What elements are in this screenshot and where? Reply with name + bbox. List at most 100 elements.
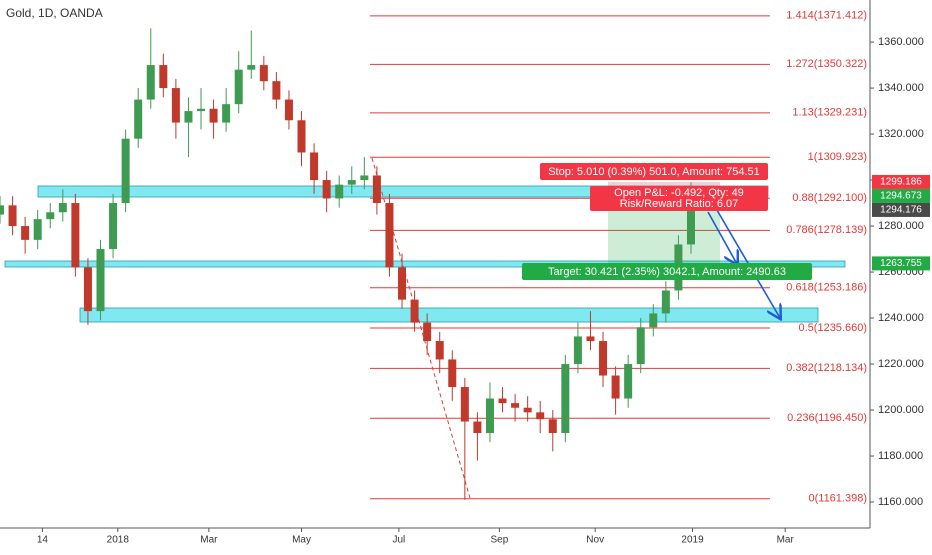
fib-label: 0.382(1218.134)	[786, 362, 867, 374]
candle-body	[109, 203, 118, 250]
candle-body	[599, 341, 608, 376]
candle-body	[460, 387, 469, 422]
fib-label: 1(1309.923)	[808, 151, 867, 163]
zone	[4, 260, 846, 268]
candle-body	[259, 65, 268, 82]
annotation: Stop: 5.010 (0.39%) 501.0, Amount: 754.5…	[548, 166, 760, 178]
candle-body	[661, 290, 670, 314]
overlay: Stop: 5.010 (0.39%) 501.0, Amount: 754.5…	[522, 163, 812, 318]
y-tick-label: 1320.000	[878, 128, 924, 140]
candle-body	[385, 203, 394, 268]
candle-body	[423, 322, 432, 342]
candle-body	[523, 407, 532, 413]
candle-body	[548, 419, 557, 434]
candle-body	[398, 267, 407, 300]
candle-body	[310, 152, 319, 181]
fib-label: 0.236(1196.450)	[787, 412, 867, 424]
candle-body	[347, 180, 356, 185]
candle-body	[536, 412, 545, 420]
candle-body	[171, 88, 180, 123]
candle-body	[586, 336, 595, 342]
candle-body	[473, 421, 482, 434]
candle-body	[222, 104, 231, 123]
x-tick-label: 14	[37, 535, 49, 546]
annotation: Risk/Reward Ratio: 6.07	[620, 198, 739, 210]
price-tag-label: 1299.186	[880, 177, 922, 188]
price-tag	[872, 188, 930, 203]
candle-body	[184, 111, 193, 123]
candle-body	[360, 175, 369, 181]
candle-body	[58, 203, 67, 213]
annotation: Open P&L: -0.492, Qty: 49	[614, 187, 744, 199]
price-tag	[872, 174, 930, 189]
candle-body	[624, 364, 633, 399]
y-tick-label: 1280.000	[878, 220, 924, 232]
candle-body	[8, 205, 17, 227]
fib-label: 1.414(1371.412)	[786, 10, 867, 22]
candle-body	[33, 219, 42, 240]
time-axis-panel	[0, 528, 932, 550]
x-tick-label: Mar	[200, 535, 218, 546]
fib-label: 0.618(1253.186)	[786, 282, 867, 294]
candle-body	[573, 336, 582, 365]
candle-body	[247, 65, 256, 70]
candle-body	[234, 69, 243, 105]
x-tick-label: Mar	[777, 535, 795, 546]
candle-body	[498, 398, 507, 404]
price-tag-label: 1294.673	[880, 191, 922, 202]
annotation-box	[522, 263, 812, 280]
candle-body	[410, 299, 419, 323]
y-tick-label: 1220.000	[878, 358, 924, 370]
candle-body	[46, 212, 55, 220]
y-tick-label: 1360.000	[878, 36, 924, 48]
zone	[79, 307, 819, 323]
price-axis-panel	[870, 0, 932, 550]
candle-body	[134, 99, 143, 139]
price-tag	[872, 256, 930, 271]
candle-body	[686, 193, 695, 245]
price-tag	[872, 202, 930, 217]
candle-body	[485, 398, 494, 434]
candle-body	[197, 108, 206, 112]
price-tag-label: 1263.755	[880, 258, 922, 269]
candle-body	[21, 226, 30, 240]
candle-body	[448, 359, 457, 388]
fib-label: 0(1161.398)	[808, 493, 867, 505]
annotation: Target: 30.421 (2.35%) 3042.1, Amount: 2…	[548, 266, 786, 278]
annotation-box	[540, 163, 768, 180]
candle-body	[511, 403, 520, 408]
candle-body	[272, 81, 281, 100]
candle-body	[209, 108, 218, 123]
x-tick-label: Nov	[586, 535, 604, 546]
candle-body	[71, 203, 80, 268]
candle-body	[611, 375, 620, 399]
candle-body	[146, 65, 155, 100]
fib-label: 1.272(1350.322)	[786, 58, 867, 70]
x-tick-label: 2018	[107, 535, 130, 546]
candle-body	[121, 138, 130, 204]
x-tick-label: Sep	[490, 535, 508, 546]
candle-body	[297, 120, 306, 153]
candle-body	[0, 205, 4, 215]
chart-title: Gold, 1D, OANDA	[6, 6, 103, 20]
y-tick-label: 1200.000	[878, 404, 924, 416]
fib-label: 0.5(1235.660)	[799, 322, 868, 334]
arrow	[713, 204, 780, 318]
y-tick-label: 1160.000	[878, 496, 923, 508]
axes: 1160.000 1180.000 1200.000 1220.000 1240.000…	[37, 36, 930, 546]
candle-body	[83, 267, 92, 312]
candle-body	[335, 184, 344, 199]
candle-body	[649, 313, 658, 328]
y-tick-label: 1180.000	[878, 450, 923, 462]
marks: 1.414(1371.412) 1.272(1350.322) 1.13(1329.…	[0, 10, 867, 505]
candle-body	[435, 341, 444, 360]
x-tick-label: 2019	[681, 535, 704, 546]
x-tick-label: May	[292, 535, 311, 546]
fib-label: 0.88(1292.100)	[792, 192, 867, 204]
candle-body	[636, 327, 645, 365]
arrow	[707, 211, 737, 264]
candle-body	[322, 180, 331, 199]
candle-body	[372, 175, 381, 204]
annotation-box	[590, 186, 768, 211]
